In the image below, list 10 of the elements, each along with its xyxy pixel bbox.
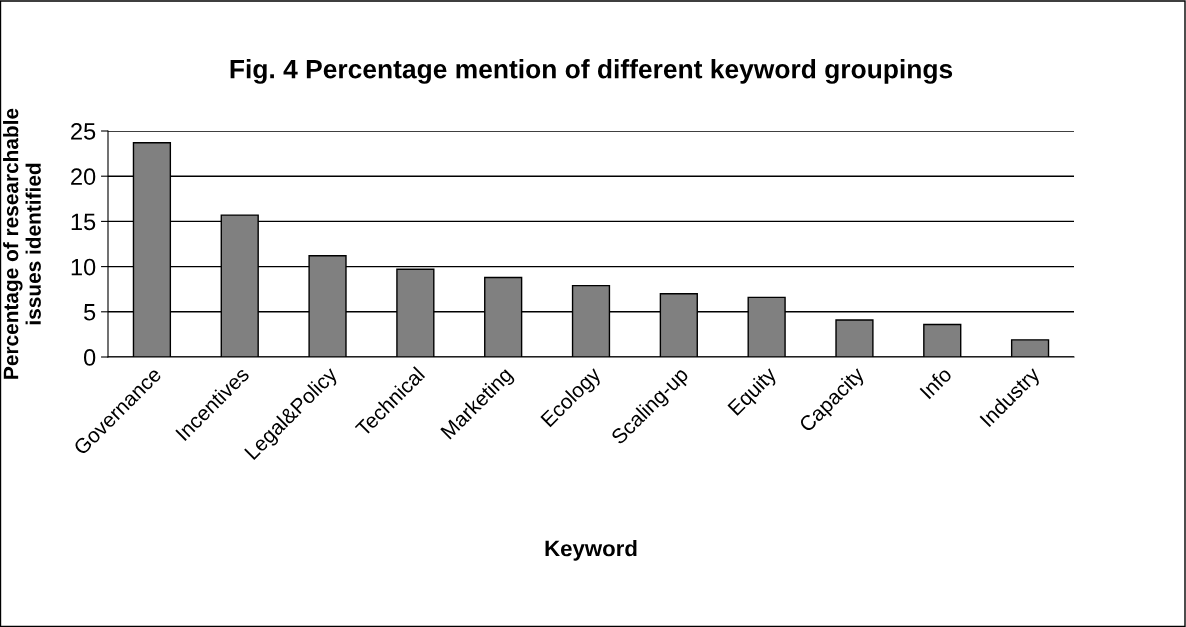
- y-tick-label: 15: [71, 213, 96, 231]
- y-tick-label: 25: [71, 123, 96, 140]
- y-tick-label: 5: [84, 304, 96, 321]
- y-tick-label: 0: [83, 349, 96, 366]
- y-tick-label: 10: [71, 258, 96, 276]
- chart-title: Fig. 4 Percentage mention of different keyword groupings: [230, 59, 953, 84]
- y-axis-title: Percentage of researchable issues identified: [3, 108, 41, 379]
- y-tick-label: 20: [71, 168, 96, 185]
- x-axis-title: Keyword: [545, 540, 637, 561]
- x-tick-label: Info: [919, 365, 953, 400]
